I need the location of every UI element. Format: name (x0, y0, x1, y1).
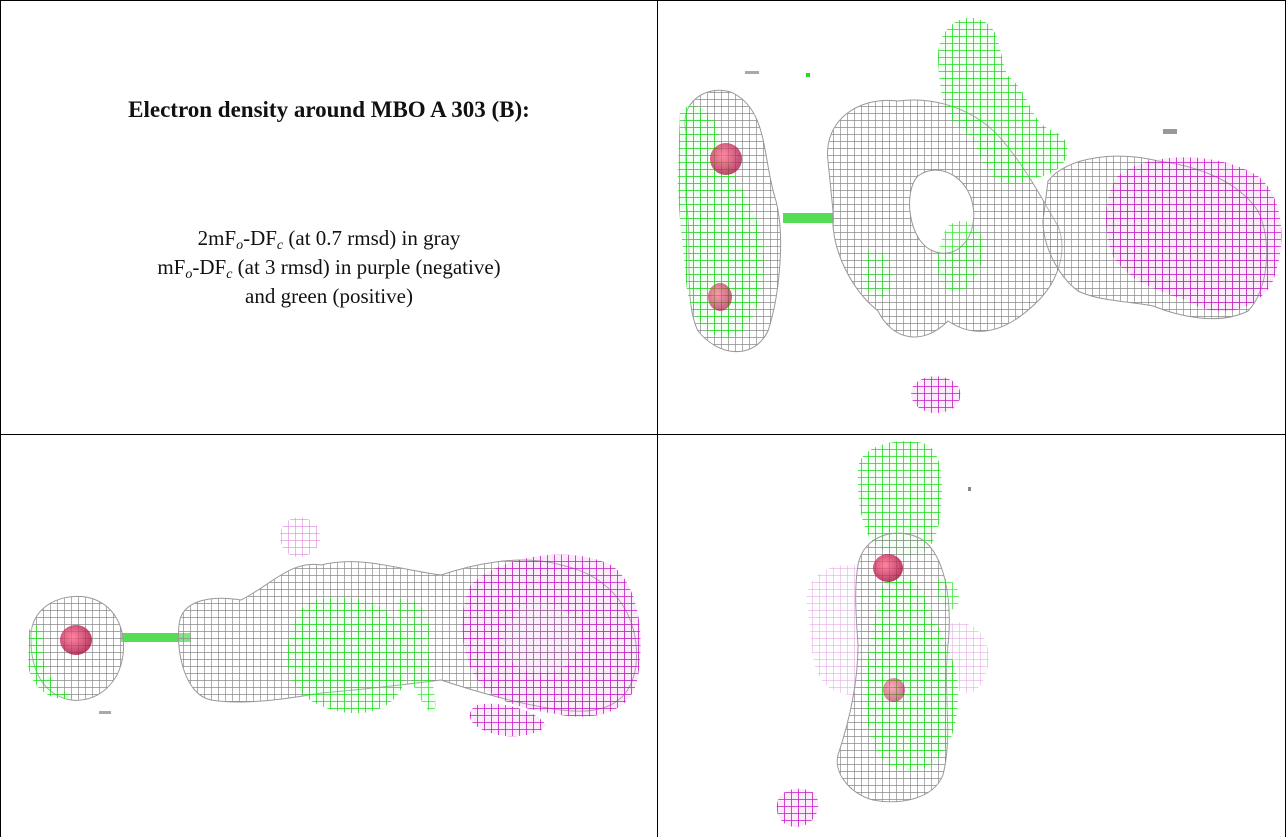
view-bottom-left (1, 435, 657, 837)
purple-mesh-right (1106, 157, 1282, 312)
green-mesh-top (937, 17, 1068, 184)
green-mesh-column (865, 576, 958, 771)
density-map-view-2 (28, 517, 641, 737)
density-map-view-1 (677, 17, 1282, 413)
green-mesh-side (938, 578, 959, 610)
divider-vertical (657, 0, 658, 837)
gray-mesh-overlay (504, 601, 580, 674)
purple-mesh-halo-right (948, 622, 989, 694)
speck (806, 73, 810, 77)
legend: 2mFo-DFc (at 0.7 rmsd) in gray mFo-DFc (… (1, 224, 657, 311)
speck (1163, 129, 1177, 134)
caption-cell: Electron density around MBO A 303 (B): 2… (1, 1, 657, 434)
green-mesh-center (287, 597, 408, 714)
purple-mesh-lower (469, 703, 546, 737)
density-map-view-3 (776, 441, 989, 828)
green-mesh-top (858, 441, 942, 556)
bond (783, 213, 833, 223)
atom-2 (708, 283, 732, 311)
legend-line-colors: and green (positive) (245, 284, 413, 308)
figure-title: Electron density around MBO A 303 (B): (128, 97, 530, 122)
view-top-right (658, 1, 1285, 434)
green-mesh-side (396, 598, 436, 715)
bond (121, 633, 191, 642)
speck (968, 487, 971, 491)
atom-1 (60, 625, 92, 655)
atom-1 (710, 143, 742, 175)
divider-horizontal (0, 434, 1286, 435)
border-top (0, 0, 1286, 1)
view-bottom-right (658, 435, 1285, 837)
atom-1 (873, 554, 903, 582)
border-left (0, 0, 1, 837)
green-mesh-ring-2 (863, 250, 893, 299)
speck (99, 711, 111, 714)
green-mesh-left (28, 625, 76, 700)
purple-mesh-small (280, 517, 321, 558)
purple-mesh-small (776, 788, 819, 828)
legend-line-2fo: 2mFo-DFc (at 0.7 rmsd) in gray (197, 226, 461, 253)
green-mesh-left (677, 106, 765, 338)
legend-line-fo: mFo-DFc (at 3 rmsd) in purple (negative) (157, 255, 501, 282)
speck (745, 71, 759, 74)
purple-mesh-small (911, 376, 961, 413)
atom-2 (883, 678, 905, 702)
green-mesh-ring (937, 220, 984, 292)
